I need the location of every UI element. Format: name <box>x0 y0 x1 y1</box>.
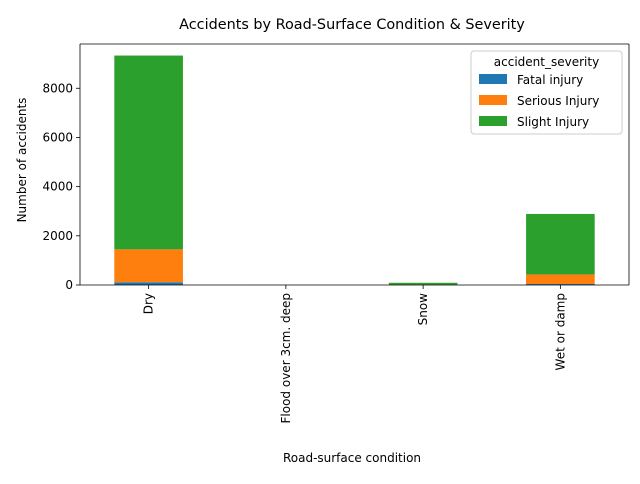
bar-fatal-injury-0 <box>114 282 183 285</box>
x-tick-label: Snow <box>416 293 430 326</box>
y-axis: 0 2000 4000 6000 8000 <box>42 81 80 292</box>
y-tick-label: 6000 <box>42 130 73 144</box>
x-tick-label: Dry <box>142 293 156 314</box>
legend-swatch-0 <box>479 74 507 84</box>
y-tick-label: 0 <box>65 278 73 292</box>
legend-title: accident_severity <box>494 55 599 69</box>
y-axis-label: Number of accidents <box>15 98 29 223</box>
chart-title: Accidents by Road-Surface Condition & Se… <box>179 17 525 33</box>
legend: accident_severity Fatal injury Serious Inj… <box>471 51 622 134</box>
y-tick-label: 2000 <box>42 229 73 243</box>
legend-swatch-2 <box>479 116 507 126</box>
legend-entry-0: Fatal injury <box>517 73 583 87</box>
y-tick-label: 4000 <box>42 180 73 194</box>
x-axis: Dry Flood over 3cm. deep Snow Wet or damp <box>142 285 568 423</box>
bar-serious-injury-0 <box>114 249 183 282</box>
bar-slight-injury-0 <box>114 56 183 250</box>
legend-swatch-1 <box>479 95 507 105</box>
bar-slight-injury-2 <box>389 283 458 285</box>
y-tick-label: 8000 <box>42 81 73 95</box>
bar-serious-injury-3 <box>526 274 595 284</box>
x-axis-label: Road-surface condition <box>283 451 421 465</box>
legend-entry-1: Serious Injury <box>517 94 599 108</box>
x-tick-label: Wet or damp <box>553 293 567 370</box>
bar-slight-injury-3 <box>526 214 595 274</box>
legend-entry-2: Slight Injury <box>517 115 589 129</box>
x-tick-label: Flood over 3cm. deep <box>279 293 293 423</box>
